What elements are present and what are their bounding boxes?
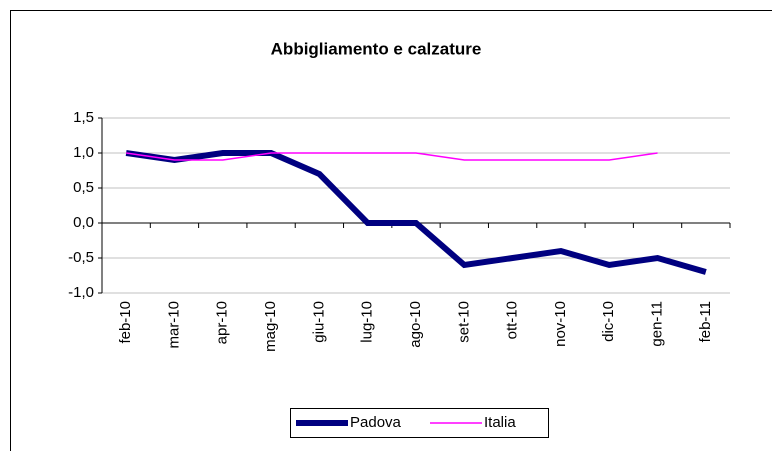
chart-border (10, 10, 772, 451)
y-tick-label: 0,0 (73, 214, 94, 231)
x-tick-label: ago-10 (407, 301, 424, 348)
legend-label: Italia (484, 414, 516, 431)
x-tick-label: set-10 (455, 301, 472, 343)
x-tick-label: nov-10 (552, 301, 569, 347)
y-tick-label: 1,5 (73, 109, 94, 126)
y-tick-label: -0,5 (68, 249, 94, 266)
legend-label: Padova (350, 414, 402, 431)
line-series (125, 150, 707, 275)
x-tick-label: lug-10 (359, 301, 376, 343)
x-tick-label: dic-10 (600, 301, 617, 342)
x-tick-label: gen-11 (649, 301, 666, 347)
y-tick-label: 0,5 (73, 179, 94, 196)
x-tick-label: mar-10 (165, 301, 182, 349)
x-tick-label: apr-10 (214, 301, 231, 344)
chart-title: Abbigliamento e calzature (271, 39, 482, 58)
line-series (126, 152, 658, 161)
x-tick-label: feb-10 (117, 301, 134, 344)
x-tick-label: giu-10 (310, 301, 327, 343)
x-tick-label: feb-11 (697, 301, 714, 342)
x-tick-label: mag-10 (262, 301, 279, 352)
x-tick-label: ott-10 (504, 301, 521, 339)
y-tick-label: 1,0 (73, 144, 94, 161)
y-tick-label: -1,0 (68, 284, 94, 301)
